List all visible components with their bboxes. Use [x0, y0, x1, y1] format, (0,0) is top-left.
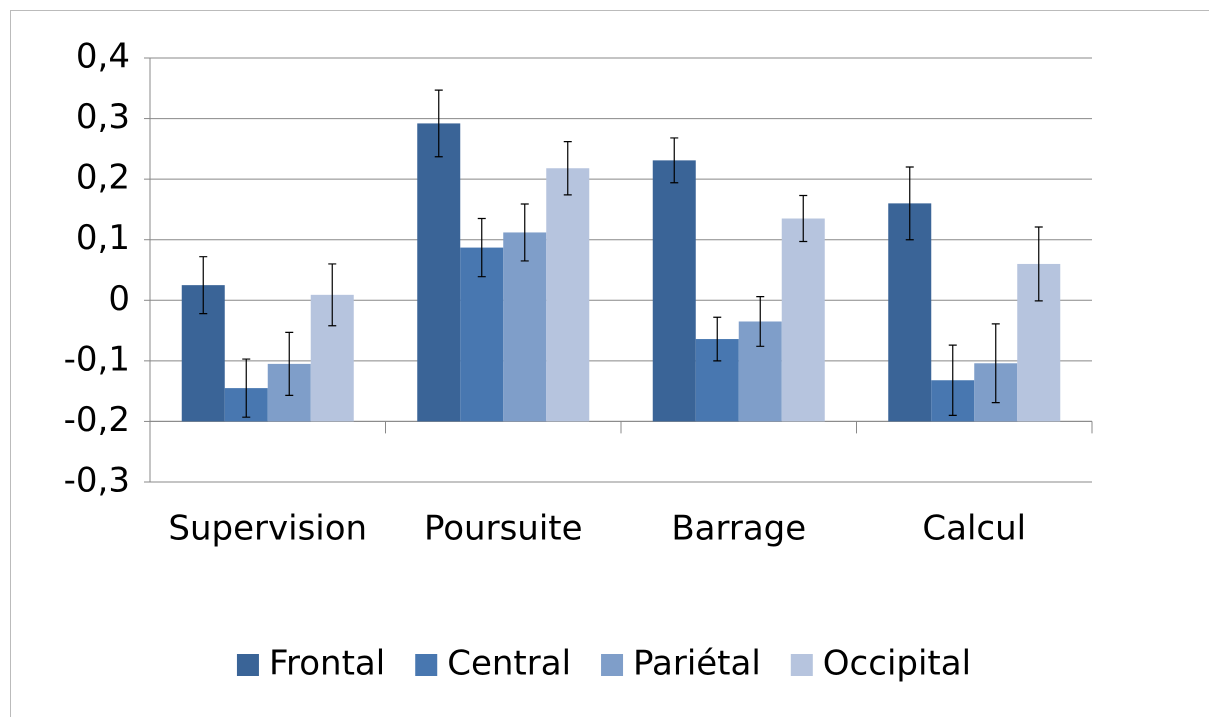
y-tick-label: 0,2: [76, 158, 130, 198]
y-tick-label: -0,2: [64, 400, 130, 440]
error-bar: [477, 217, 486, 278]
x-tick-label: Poursuite: [424, 509, 583, 549]
bar: [503, 232, 547, 422]
error-bar: [905, 166, 914, 241]
x-tick-label: Supervision: [168, 509, 367, 549]
y-tick-label: 0,3: [76, 97, 130, 137]
legend-label: Frontal: [269, 644, 385, 684]
chart-border: [10, 10, 1209, 717]
x-tick-label: Barrage: [671, 509, 806, 549]
error-bar: [756, 296, 765, 347]
error-bar: [434, 89, 443, 158]
error-bar: [520, 203, 529, 262]
y-tick-label: 0,4: [76, 37, 130, 77]
legend-swatch: [415, 654, 438, 676]
y-tick-label: 0,1: [76, 218, 130, 258]
error-bar: [199, 256, 208, 315]
error-bar: [670, 137, 679, 184]
legend-swatch: [790, 654, 813, 676]
y-tick-label: -0,1: [64, 339, 130, 379]
bar: [652, 160, 696, 422]
error-bar: [285, 331, 294, 396]
bar: [546, 168, 590, 422]
error-bar: [713, 316, 722, 362]
error-bar: [1034, 226, 1043, 302]
error-bar: [563, 140, 572, 196]
y-tick-label: -0,3: [64, 461, 130, 501]
legend-swatch: [236, 654, 259, 676]
error-bar: [328, 263, 337, 327]
legend-label: Occipital: [823, 644, 971, 684]
legend-label: Pariétal: [633, 644, 761, 684]
y-tick-label: 0: [108, 279, 130, 319]
error-bar: [948, 344, 957, 416]
error-bar: [242, 358, 251, 418]
bar: [781, 218, 825, 422]
legend-label: Central: [447, 644, 571, 684]
bar: [417, 123, 461, 422]
x-tick-label: Calcul: [922, 509, 1026, 549]
legend-swatch: [601, 654, 624, 676]
error-bar: [991, 323, 1000, 404]
error-bar: [799, 194, 808, 243]
